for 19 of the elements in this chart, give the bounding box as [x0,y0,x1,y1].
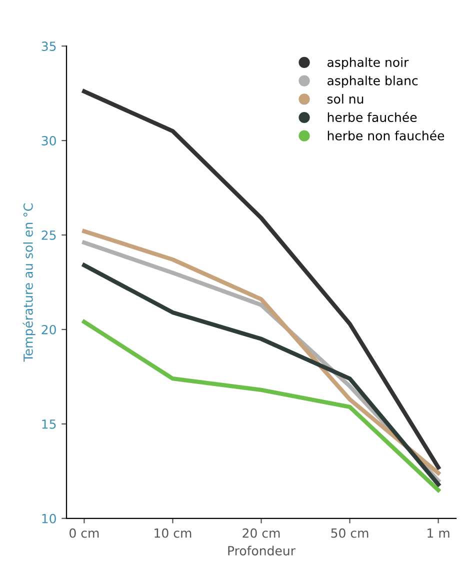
x-tick-label: 0 cm [70,528,99,538]
x-tick-label: 10 cm [154,528,192,538]
x-axis-title: Profondeur [228,546,296,556]
legend-label: asphalte blanc [328,76,418,88]
y-tick-label: 30 [42,136,56,146]
y-tick-label: 20 [42,324,56,334]
y-tick-label: 15 [42,420,56,429]
y-tick-label: 25 [42,230,56,240]
x-tick-label: 20 cm [242,528,280,538]
legend-label: herbe non fauchée [328,130,444,140]
y-tick-label: 35 [42,42,56,52]
y-axis-title: Température au sol en °C [22,203,36,362]
x-tick-label: 50 cm [331,528,368,538]
legend-label: herbe fauchée [328,112,417,122]
x-tick-label: 1 m [428,528,450,538]
line-series [82,320,440,492]
y-tick-label: 10 [42,514,56,524]
legend-label: asphalte noir [328,57,409,70]
legend-label: sol nu [327,94,364,104]
